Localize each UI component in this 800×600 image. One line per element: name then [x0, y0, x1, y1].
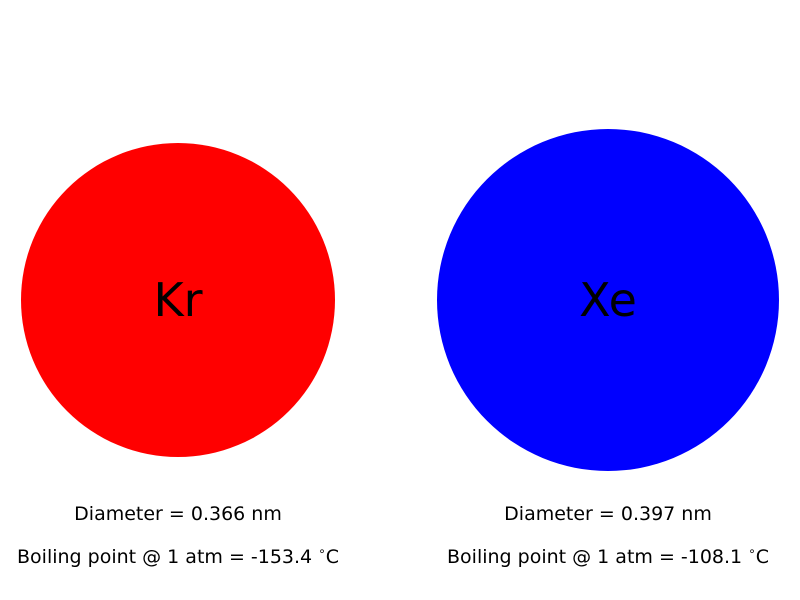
boiling-point-unit-xe: C: [756, 546, 769, 568]
atom-circle-xe: [437, 129, 779, 471]
atom-xe: Xe Diameter = 0.397 nm Boiling point @ 1…: [437, 129, 779, 568]
boiling-point-unit-kr: C: [326, 546, 339, 568]
diameter-label-kr: Diameter = 0.366 nm: [74, 503, 282, 525]
element-symbol-kr: Kr: [153, 273, 202, 327]
atom-kr: Kr Diameter = 0.366 nm Boiling point @ 1…: [17, 143, 339, 568]
boiling-point-label-kr: Boiling point @ 1 atm = -153.4 ∘C: [17, 544, 339, 568]
element-symbol-xe: Xe: [579, 273, 637, 327]
atom-circle-kr: [21, 143, 335, 457]
degree-symbol-kr: ∘: [318, 544, 326, 558]
boiling-point-label-xe: Boiling point @ 1 atm = -108.1 ∘C: [447, 544, 769, 568]
degree-symbol-xe: ∘: [748, 544, 756, 558]
boiling-point-value-xe: Boiling point @ 1 atm = -108.1: [447, 546, 748, 568]
diameter-label-xe: Diameter = 0.397 nm: [504, 503, 712, 525]
boiling-point-value-kr: Boiling point @ 1 atm = -153.4: [17, 546, 318, 568]
